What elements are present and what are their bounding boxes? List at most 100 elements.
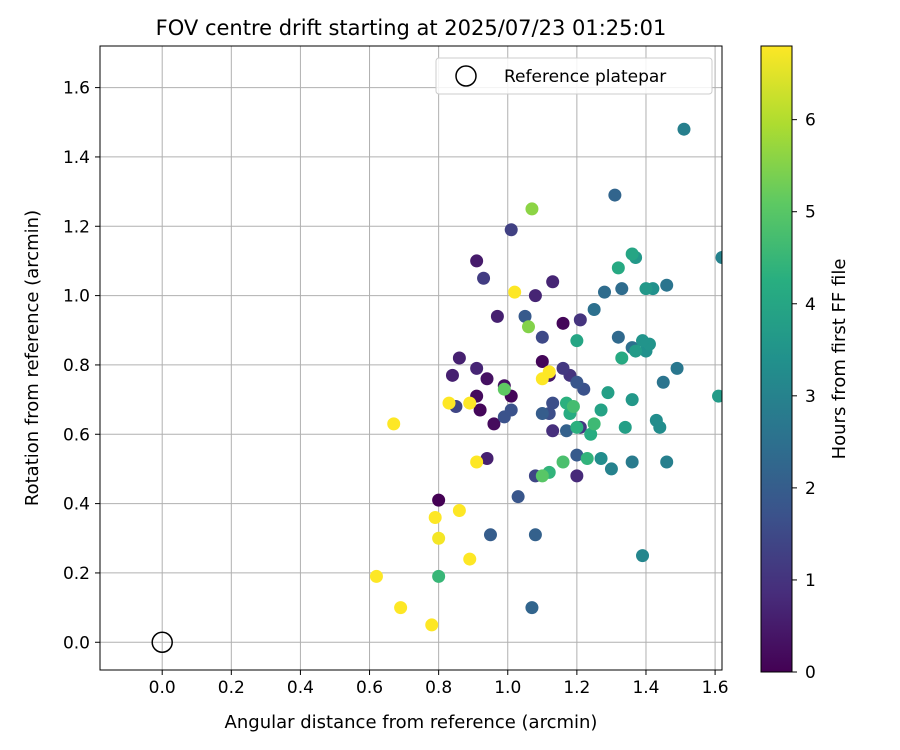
y-tick-label: 1.0 <box>63 287 90 307</box>
data-point <box>470 361 484 375</box>
data-point <box>566 400 580 414</box>
data-point <box>580 452 594 466</box>
colorbar-tick-label: 3 <box>805 387 816 407</box>
data-point <box>629 344 643 358</box>
data-point <box>452 504 466 518</box>
data-point <box>653 420 667 434</box>
data-point <box>473 403 487 417</box>
scatter-points <box>369 122 722 632</box>
data-point <box>546 275 560 289</box>
data-point <box>570 375 584 389</box>
data-point <box>477 271 491 285</box>
x-tick-label: 1.6 <box>702 678 729 698</box>
data-point <box>497 382 511 396</box>
data-point <box>425 618 439 632</box>
data-point <box>528 289 542 303</box>
data-point <box>480 372 494 386</box>
data-point <box>587 417 601 431</box>
data-point <box>463 396 477 410</box>
data-point <box>428 510 442 524</box>
data-point <box>528 528 542 542</box>
data-point <box>712 389 722 403</box>
data-point <box>560 424 573 438</box>
y-tick-label: 1.4 <box>63 148 90 168</box>
data-point <box>598 285 612 299</box>
y-tick-label: 1.6 <box>63 79 90 99</box>
data-point <box>463 552 477 566</box>
data-point <box>452 351 466 365</box>
reference-platepar-marker <box>151 631 173 654</box>
colorbar-tick-label: 6 <box>805 111 816 131</box>
colorbar-tick-label: 2 <box>805 479 816 499</box>
colorbar: 0 1 2 3 4 5 6 Hours from first FF file <box>760 45 850 683</box>
data-point <box>432 493 446 507</box>
data-point <box>677 122 691 136</box>
colorbar-gradient <box>760 45 793 673</box>
data-point <box>615 282 629 296</box>
data-point <box>483 528 497 542</box>
data-point <box>615 351 629 365</box>
data-point <box>570 420 584 434</box>
data-point <box>587 302 601 316</box>
legend-marker <box>455 65 477 87</box>
data-point <box>656 375 670 389</box>
data-point <box>470 455 484 469</box>
data-point <box>570 334 584 348</box>
data-point <box>594 452 608 466</box>
y-tick-label: 1.2 <box>63 217 90 237</box>
data-point <box>508 285 522 299</box>
data-point <box>556 455 570 469</box>
colorbar-label: Hours from first FF file <box>829 259 850 460</box>
data-point <box>432 531 446 545</box>
chart-title: FOV centre drift starting at 2025/07/23 … <box>156 16 667 40</box>
data-point <box>511 490 525 504</box>
data-point <box>715 250 722 264</box>
data-point <box>625 455 639 469</box>
data-point <box>604 462 618 476</box>
data-point <box>594 403 608 417</box>
data-point <box>387 417 401 431</box>
legend: Reference platepar <box>435 57 713 95</box>
data-point <box>369 569 383 583</box>
data-point <box>542 365 556 379</box>
data-point <box>625 247 639 261</box>
data-point <box>535 330 549 344</box>
y-tick-label: 0.6 <box>63 425 90 445</box>
data-point <box>525 202 539 216</box>
data-point <box>504 403 518 417</box>
data-point <box>546 424 560 438</box>
x-tick-label: 1.2 <box>563 678 590 698</box>
colorbar-tick-label: 0 <box>805 663 816 683</box>
x-tick-label: 0.4 <box>287 678 314 698</box>
data-point <box>625 393 639 407</box>
data-point <box>556 361 570 375</box>
grid-lines <box>100 46 722 670</box>
data-point <box>487 417 501 431</box>
data-point <box>636 334 650 348</box>
x-axis-ticks: 0.0 0.2 0.4 0.6 0.8 1.0 1.2 1.4 1.6 <box>149 670 729 698</box>
data-point <box>570 448 584 462</box>
y-tick-label: 0.2 <box>63 564 90 584</box>
data-point <box>504 223 518 237</box>
data-point <box>442 396 456 410</box>
data-point <box>535 406 549 420</box>
colorbar-tick-label: 1 <box>805 571 816 591</box>
data-point <box>556 316 570 330</box>
data-point <box>660 455 674 469</box>
data-point <box>535 354 549 368</box>
data-point <box>611 330 625 344</box>
data-point <box>660 278 674 292</box>
data-point <box>480 452 494 466</box>
data-point <box>521 320 535 334</box>
x-tick-label: 1.0 <box>494 678 521 698</box>
y-tick-label: 0.8 <box>63 356 90 376</box>
x-axis-label: Angular distance from reference (arcmin) <box>225 712 598 733</box>
data-point <box>670 361 684 375</box>
data-point <box>546 396 560 410</box>
data-point <box>611 261 625 275</box>
data-point <box>636 549 650 563</box>
colorbar-ticks: 0 1 2 3 4 5 6 <box>792 111 816 683</box>
legend-label: Reference platepar <box>504 67 666 87</box>
y-tick-label: 0.4 <box>63 495 90 515</box>
